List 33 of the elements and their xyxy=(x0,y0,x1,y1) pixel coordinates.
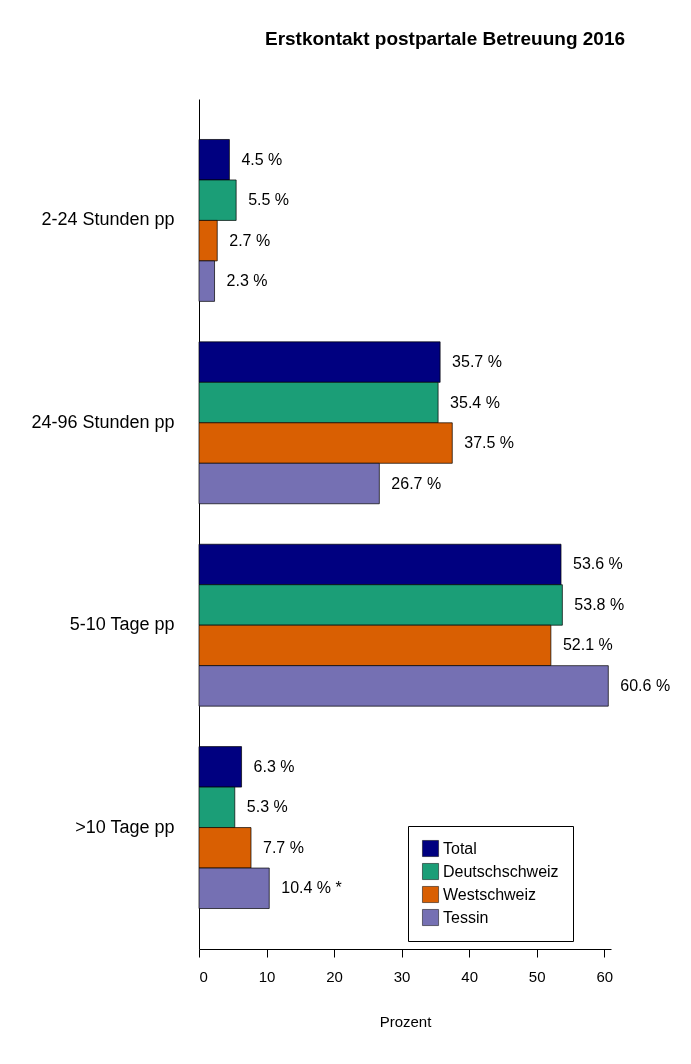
legend-label: Tessin xyxy=(443,908,489,926)
x-tick-label: 60 xyxy=(596,967,614,985)
legend-label: Total xyxy=(443,839,477,857)
y-tick-label: 5-10 Tage pp xyxy=(69,614,175,635)
data-label: 35.7 % xyxy=(452,353,502,371)
y-tick-label: 24-96 Stunden pp xyxy=(31,411,175,432)
x-tick-label: 30 xyxy=(393,967,411,985)
x-tick-label: 10 xyxy=(258,967,276,985)
data-label: 10.4 % * xyxy=(281,879,342,897)
y-tick-label: 2-24 Stunden pp xyxy=(41,209,175,230)
data-label: 5.5 % xyxy=(248,191,290,209)
data-label: 4.5 % xyxy=(241,150,283,168)
x-tick-label: 20 xyxy=(326,967,343,985)
data-label: 6.3 % xyxy=(253,757,295,775)
data-label: 5.3 % xyxy=(246,798,288,816)
legend-label: Deutschschweiz xyxy=(443,862,559,880)
data-label: 2.3 % xyxy=(226,272,268,290)
data-label: 52.1 % xyxy=(562,636,613,654)
data-label: 2.7 % xyxy=(229,231,271,249)
x-axis-title: Prozent xyxy=(379,1012,433,1030)
y-tick-label: >10 Tage pp xyxy=(75,816,175,837)
data-label: 53.6 % xyxy=(573,555,623,573)
data-label: 37.5 % xyxy=(464,434,515,452)
x-tick-label: 50 xyxy=(528,967,546,985)
data-label: 26.7 % xyxy=(391,474,442,492)
data-label: 7.7 % xyxy=(263,838,304,856)
data-label: 60.6 % xyxy=(620,676,671,694)
x-tick-label: 40 xyxy=(461,967,479,985)
data-label: 53.8 % xyxy=(574,595,625,613)
legend-label: Westschweiz xyxy=(443,885,537,903)
data-label: 35.4 % xyxy=(450,393,500,411)
x-tick-label: 0 xyxy=(199,967,208,985)
chart-title: Erstkontakt postpartale Betreuung 2016 xyxy=(264,28,626,49)
